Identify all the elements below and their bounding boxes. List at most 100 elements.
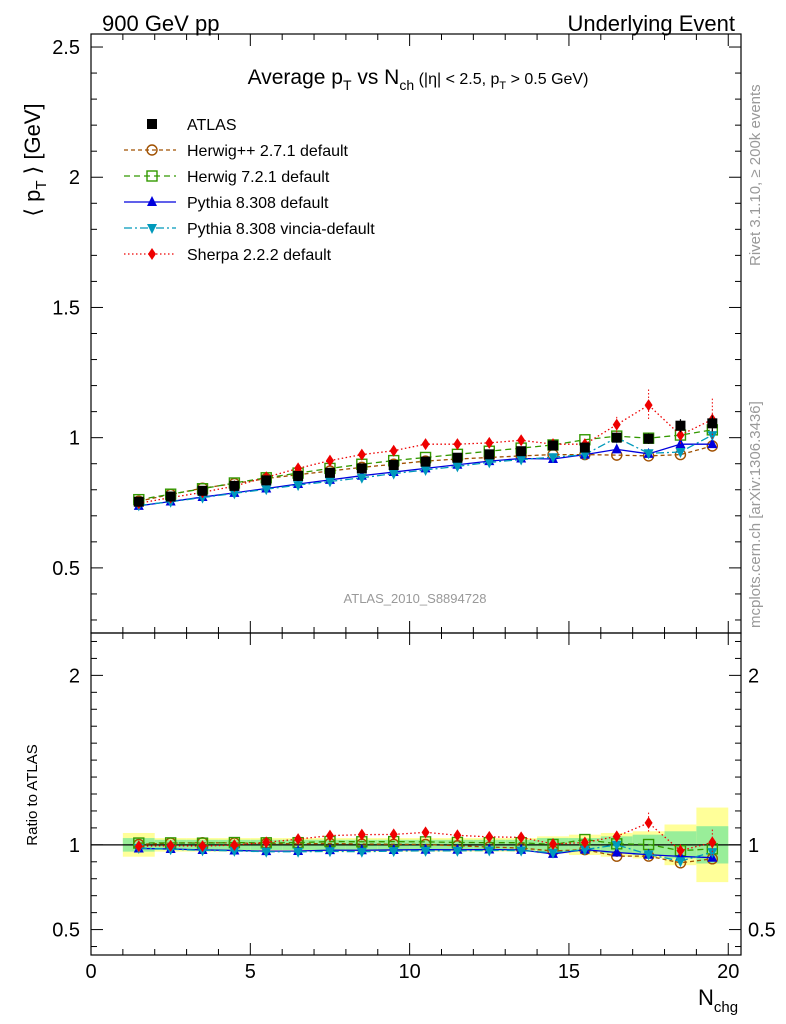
series-point-marker <box>707 438 718 449</box>
series-point-marker <box>580 836 589 849</box>
series-point-marker <box>579 845 590 856</box>
legend-label: Sherpa 2.2.2 default <box>187 247 332 264</box>
series-point-marker <box>356 473 367 484</box>
series-point-marker <box>453 829 462 842</box>
series-point-marker <box>517 831 526 844</box>
series-point-marker <box>325 829 334 842</box>
data-point-marker <box>293 470 304 481</box>
series-point-marker <box>294 833 303 846</box>
series-point-marker <box>388 847 399 858</box>
x-tick-label: 15 <box>558 961 580 983</box>
series-point-marker <box>421 438 430 451</box>
series-point-marker <box>134 840 143 853</box>
y-tick-label: 2 <box>69 167 80 189</box>
series-point-marker <box>643 449 654 460</box>
series-point-marker <box>549 837 558 850</box>
series-line <box>138 404 713 504</box>
legend-label: Pythia 8.308 default <box>187 195 329 212</box>
data-point-marker <box>324 467 335 478</box>
series-point-marker <box>421 826 430 839</box>
legend-marker <box>147 224 157 234</box>
x-axis-label: Nchg <box>698 985 738 1016</box>
series-point-marker <box>293 481 304 492</box>
mcplots-label: mcplots.cern.ch [arXiv:1306.3436] <box>747 401 764 628</box>
legend-marker <box>148 248 156 260</box>
legend-marker <box>146 170 158 182</box>
y-tick-label: 2.5 <box>52 37 80 59</box>
x-tick-label: 10 <box>399 961 421 983</box>
series-point-marker <box>452 462 463 473</box>
analysis-watermark: ATLAS_2010_S8894728 <box>344 591 487 606</box>
series-point-marker <box>325 454 334 467</box>
x-tick-label: 0 <box>85 961 96 983</box>
data-point-marker <box>611 432 622 443</box>
series-point-marker <box>548 453 559 464</box>
series-point-marker <box>675 857 686 868</box>
data-point-marker <box>516 446 527 457</box>
series-point-marker <box>676 429 685 442</box>
series-point-marker <box>612 830 621 843</box>
series-point-marker <box>548 848 559 859</box>
data-point-marker <box>165 491 176 502</box>
series-point-marker <box>229 489 240 500</box>
series-point-marker <box>389 828 398 841</box>
ratio-tick-label-right: 1 <box>748 835 759 857</box>
series-point-marker <box>166 839 175 852</box>
data-point-marker <box>261 475 272 486</box>
data-point-marker <box>356 463 367 474</box>
series-point-marker <box>644 816 653 829</box>
data-point-marker <box>484 449 495 460</box>
ratio-tick-label-right: 2 <box>748 665 759 687</box>
series-point-marker <box>707 848 718 859</box>
data-point-marker <box>388 460 399 471</box>
data-point-marker <box>229 480 240 491</box>
data-point-marker <box>579 442 590 453</box>
series-point-marker <box>324 477 335 488</box>
series-point-marker <box>356 847 367 858</box>
data-point-marker <box>643 433 654 444</box>
rivet-label: Rivet 3.1.10, ≥ 200k events <box>747 84 764 266</box>
ratio-tick-label-right: 0.5 <box>748 920 776 942</box>
legend-label: Herwig 7.2.1 default <box>187 169 330 186</box>
series-point-marker <box>611 840 622 851</box>
series-point-marker <box>708 836 717 849</box>
legend-marker <box>146 144 158 156</box>
header-left: 900 GeV pp <box>102 11 219 36</box>
series-point-marker <box>516 455 527 466</box>
series-point-marker <box>420 846 431 857</box>
x-tick-label: 20 <box>717 961 739 983</box>
data-point-marker <box>420 456 431 467</box>
series-point-marker <box>611 846 622 857</box>
series-point-marker <box>452 846 463 857</box>
series-point-marker <box>262 836 271 849</box>
legend-marker-atlas <box>147 119 157 129</box>
series-point-marker <box>453 438 462 451</box>
series-point-marker <box>516 846 527 857</box>
series-point-marker <box>229 846 240 857</box>
series-point-marker <box>485 830 494 843</box>
series-point-marker <box>707 431 718 442</box>
y-axis-label: ⟨ pT ⟩ [GeV] <box>20 103 50 216</box>
data-point-marker <box>133 496 144 507</box>
x-tick-label: 5 <box>245 961 256 983</box>
legend-label: Herwig++ 2.7.1 default <box>187 143 349 160</box>
series-point-marker <box>675 447 686 458</box>
series-point-marker <box>261 485 272 496</box>
series-point-marker <box>517 434 526 447</box>
series-point-marker <box>230 839 239 852</box>
main-panel-series <box>133 389 719 512</box>
series-point-marker <box>420 465 431 476</box>
series-point-marker <box>293 847 304 858</box>
series-point-marker <box>485 436 494 449</box>
series-point-marker <box>357 828 366 841</box>
y-tick-label: 1 <box>69 428 80 450</box>
legend-marker <box>147 196 157 206</box>
series-point-marker <box>324 847 335 858</box>
ratio-panel-frame <box>90 632 742 956</box>
series-point-marker <box>676 844 685 857</box>
legend-label: Pythia 8.308 vincia-default <box>187 221 375 238</box>
series-point-marker <box>197 493 208 504</box>
series-point-marker <box>612 418 621 431</box>
y-tick-label: 1.5 <box>52 297 80 319</box>
data-point-marker <box>548 440 559 451</box>
